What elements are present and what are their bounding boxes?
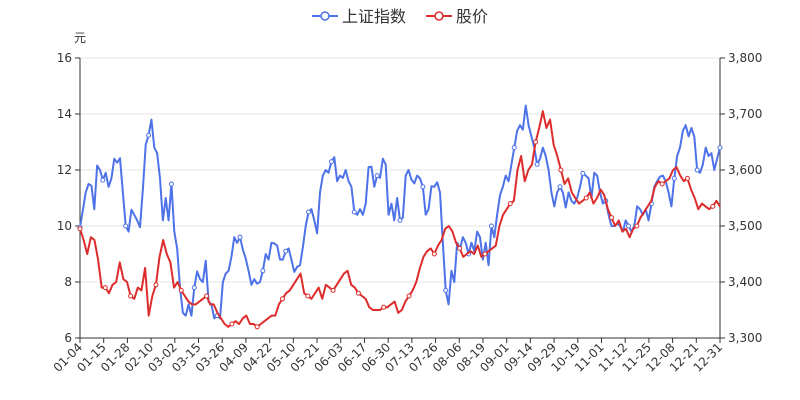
- legend-label-stock: 股价: [456, 7, 488, 26]
- series-1-point[interactable]: [178, 287, 184, 293]
- series-0-point[interactable]: [420, 184, 426, 190]
- left-tick-label: 14: [57, 107, 72, 121]
- series-1-point[interactable]: [305, 293, 311, 299]
- series-line-1[interactable]: [79, 110, 721, 328]
- series-1-point[interactable]: [355, 290, 361, 296]
- series-0-point[interactable]: [534, 161, 540, 167]
- legend-item-index[interactable]: 上证指数: [312, 7, 406, 26]
- series-0-point[interactable]: [146, 132, 152, 138]
- series-0-point[interactable]: [306, 209, 312, 215]
- series-1-point[interactable]: [583, 195, 589, 201]
- series-0-point[interactable]: [694, 167, 700, 173]
- right-tick-label: 3,500: [728, 219, 762, 233]
- series-1-point[interactable]: [204, 293, 210, 299]
- left-tick-label: 6: [64, 331, 72, 345]
- series-1-point[interactable]: [710, 203, 716, 209]
- right-tick-label: 3,800: [728, 51, 762, 65]
- series-0-point[interactable]: [260, 268, 266, 274]
- series-0-point[interactable]: [717, 145, 723, 151]
- left-tick-label: 8: [64, 275, 72, 289]
- series-0-point[interactable]: [580, 170, 586, 176]
- series-0-point[interactable]: [488, 223, 494, 229]
- series-0-point[interactable]: [557, 184, 563, 190]
- series-0-point[interactable]: [123, 223, 129, 229]
- series-1-point[interactable]: [457, 245, 463, 251]
- grid-lines: [80, 57, 720, 339]
- legend-item-stock[interactable]: 股价: [426, 7, 488, 26]
- series-1-point[interactable]: [533, 139, 539, 145]
- series-0-point[interactable]: [168, 181, 174, 187]
- series-1-point[interactable]: [558, 167, 564, 173]
- left-tick-label: 10: [57, 219, 72, 233]
- series-1-point[interactable]: [153, 282, 159, 288]
- series-1-point[interactable]: [684, 175, 690, 181]
- legend-label-index: 上证指数: [342, 7, 406, 26]
- series-1-point[interactable]: [102, 285, 108, 291]
- series-0-point[interactable]: [397, 217, 403, 223]
- series-0-point[interactable]: [237, 234, 243, 240]
- series-0-point[interactable]: [100, 177, 106, 183]
- series-1-point[interactable]: [659, 181, 665, 187]
- series-0-point[interactable]: [283, 248, 289, 254]
- left-axis-tick-labels: 6 8 10 12 14 16: [57, 51, 72, 345]
- series-0-point[interactable]: [328, 159, 334, 165]
- series-1-point[interactable]: [609, 215, 615, 221]
- series-line-0[interactable]: [79, 104, 721, 320]
- series-layer: [77, 104, 723, 330]
- right-tick-label: 3,600: [728, 163, 762, 177]
- series-1-point[interactable]: [431, 251, 437, 257]
- series-1-point[interactable]: [634, 223, 640, 229]
- series-1-point[interactable]: [406, 293, 412, 299]
- series-0-point[interactable]: [374, 173, 380, 179]
- series-1-point[interactable]: [229, 321, 235, 327]
- series-1-point[interactable]: [507, 201, 513, 207]
- series-1-point[interactable]: [482, 251, 488, 257]
- chart-legend[interactable]: 上证指数 股价: [312, 7, 488, 26]
- series-1-point[interactable]: [330, 287, 336, 293]
- series-0-point[interactable]: [351, 209, 357, 215]
- left-tick-label: 16: [57, 51, 72, 65]
- left-tick-label: 12: [57, 163, 72, 177]
- x-axis-tick-labels: 01-0401-1501-2802-1003-0203-1503-2604-09…: [51, 340, 726, 375]
- series-1-point[interactable]: [254, 324, 260, 330]
- left-axis-unit: 元: [74, 31, 86, 45]
- series-1-point[interactable]: [279, 296, 285, 302]
- series-1-point[interactable]: [381, 304, 387, 310]
- right-tick-label: 3,300: [728, 331, 762, 345]
- series-0-point[interactable]: [443, 287, 449, 293]
- right-tick-label: 3,700: [728, 107, 762, 121]
- series-0-point[interactable]: [626, 223, 632, 229]
- series-0-point[interactable]: [511, 145, 517, 151]
- axes: [75, 57, 725, 343]
- series-1-point[interactable]: [128, 293, 134, 299]
- series-0-point[interactable]: [191, 285, 197, 291]
- right-tick-label: 3,400: [728, 275, 762, 289]
- series-1-point[interactable]: [77, 226, 83, 232]
- series-0-point[interactable]: [671, 175, 677, 181]
- right-axis-tick-labels: 3,300 3,400 3,500 3,600 3,700 3,800: [728, 51, 762, 345]
